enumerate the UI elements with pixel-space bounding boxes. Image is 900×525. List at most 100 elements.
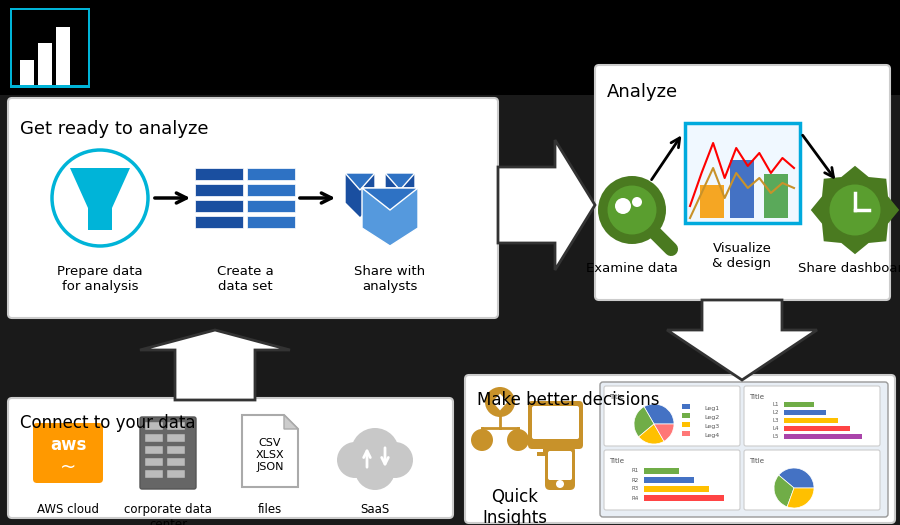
Circle shape [598, 176, 666, 244]
FancyBboxPatch shape [465, 375, 895, 523]
Bar [644, 477, 694, 483]
Polygon shape [491, 392, 509, 412]
Bar [0, 0, 900, 95]
Text: L4: L4 [772, 426, 779, 432]
Circle shape [471, 429, 493, 451]
Circle shape [830, 184, 880, 236]
Polygon shape [242, 415, 298, 487]
Text: Leg2: Leg2 [704, 415, 719, 420]
Bar [247, 216, 295, 228]
Bar [145, 434, 163, 442]
Text: Leg3: Leg3 [704, 424, 719, 429]
Text: Share with
analysts: Share with analysts [355, 265, 426, 293]
Bar [685, 123, 800, 223]
Text: Analyze: Analyze [607, 83, 678, 101]
FancyBboxPatch shape [8, 398, 453, 518]
Circle shape [377, 442, 413, 478]
Text: Title: Title [609, 458, 624, 464]
Bar [195, 200, 243, 212]
Bar [644, 495, 724, 501]
Polygon shape [345, 173, 375, 190]
Wedge shape [634, 407, 654, 437]
Text: Examine data: Examine data [586, 262, 678, 275]
FancyBboxPatch shape [595, 65, 890, 300]
FancyBboxPatch shape [140, 417, 196, 489]
FancyBboxPatch shape [33, 423, 103, 483]
Bar [167, 434, 185, 442]
FancyBboxPatch shape [604, 450, 740, 510]
Bar [644, 468, 679, 474]
Bar [247, 184, 295, 196]
Circle shape [556, 480, 564, 488]
Bar [145, 446, 163, 454]
Circle shape [351, 428, 399, 476]
Bar [20, 60, 34, 85]
Polygon shape [70, 168, 130, 230]
FancyBboxPatch shape [744, 386, 880, 446]
Text: R2: R2 [632, 478, 639, 482]
Circle shape [337, 442, 373, 478]
Bar [12, 10, 88, 85]
Text: AWS cloud: AWS cloud [37, 503, 99, 516]
Text: Prepare data
for analysis: Prepare data for analysis [58, 265, 143, 293]
Wedge shape [644, 404, 674, 424]
Text: Leg4: Leg4 [704, 433, 719, 438]
Text: Connect to your data: Connect to your data [20, 414, 195, 432]
FancyBboxPatch shape [604, 386, 740, 446]
Bar [784, 426, 850, 431]
Bar [167, 458, 185, 466]
Bar [700, 185, 724, 218]
FancyBboxPatch shape [600, 382, 888, 517]
Text: Share dashboard: Share dashboard [798, 262, 900, 275]
Polygon shape [140, 330, 290, 400]
Bar [543, 447, 567, 453]
Polygon shape [362, 188, 418, 210]
Bar [195, 216, 243, 228]
Circle shape [485, 387, 515, 417]
Bar [682, 422, 690, 427]
Wedge shape [639, 424, 664, 444]
Text: Leg1: Leg1 [704, 406, 719, 411]
Text: Title: Title [749, 458, 764, 464]
Text: Create a
data set: Create a data set [217, 265, 274, 293]
Bar [764, 174, 788, 218]
Circle shape [615, 198, 631, 214]
Polygon shape [385, 173, 415, 218]
Bar [644, 486, 709, 492]
Text: R3: R3 [632, 487, 639, 491]
Bar [730, 160, 754, 218]
Bar [784, 402, 814, 407]
Bar [247, 168, 295, 180]
Text: Title: Title [749, 394, 764, 400]
Circle shape [608, 185, 656, 235]
Polygon shape [811, 166, 899, 254]
Bar [682, 413, 690, 418]
Text: CSV
XLSX
JSON: CSV XLSX JSON [256, 438, 284, 471]
Text: SaaS: SaaS [360, 503, 390, 516]
Bar [537, 452, 573, 456]
Bar [167, 422, 185, 430]
Polygon shape [362, 188, 418, 246]
Wedge shape [654, 424, 674, 442]
Text: Visualize
& design: Visualize & design [713, 242, 771, 270]
FancyBboxPatch shape [532, 406, 579, 439]
Bar [145, 470, 163, 478]
Bar [784, 410, 826, 415]
FancyBboxPatch shape [744, 450, 880, 510]
Bar [682, 431, 690, 436]
Text: L3: L3 [772, 418, 779, 424]
Wedge shape [774, 475, 794, 507]
Polygon shape [284, 415, 298, 429]
Bar [145, 422, 163, 430]
Text: L2: L2 [772, 411, 779, 415]
Text: files: files [258, 503, 282, 516]
Circle shape [355, 450, 395, 490]
Text: L1: L1 [772, 403, 779, 407]
Circle shape [52, 150, 148, 246]
Wedge shape [778, 468, 814, 488]
Polygon shape [498, 140, 595, 270]
Bar [195, 168, 243, 180]
Text: L5: L5 [772, 435, 779, 439]
Text: Quick
Insights: Quick Insights [482, 488, 547, 525]
Text: aws: aws [50, 436, 86, 454]
